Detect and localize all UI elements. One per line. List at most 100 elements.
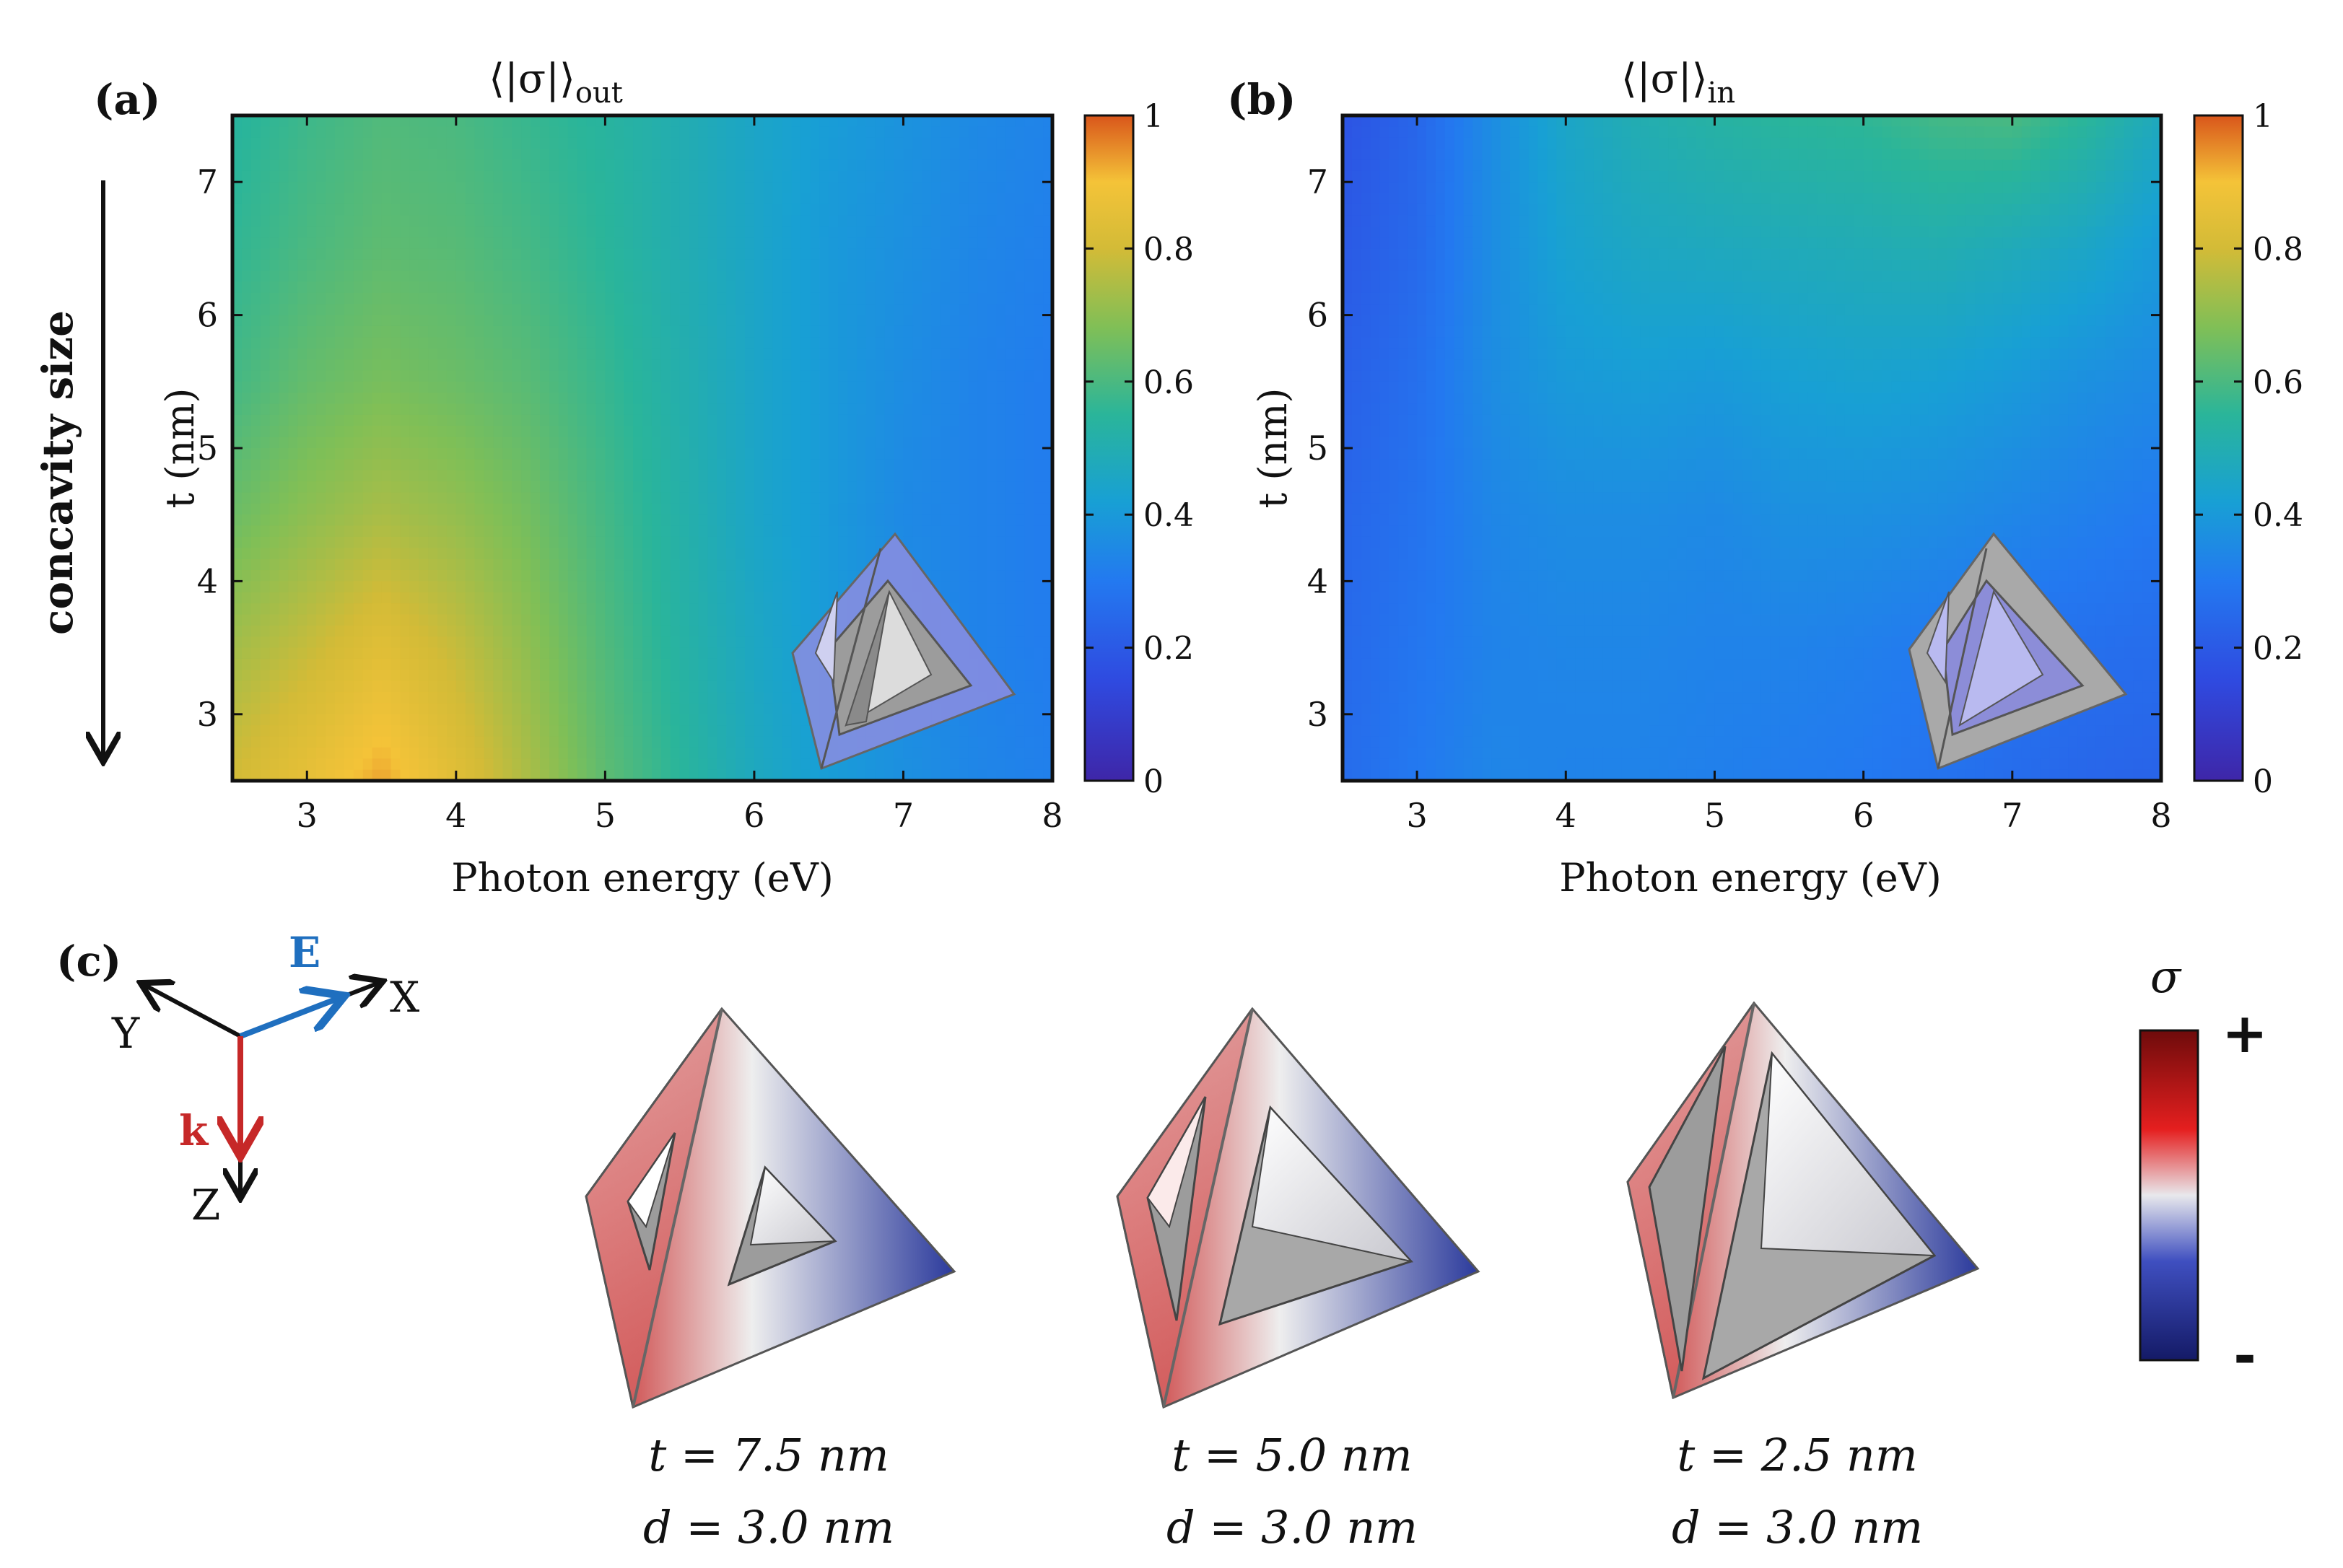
heatmap-cell xyxy=(838,115,848,128)
heatmap-cell xyxy=(996,237,1007,250)
heatmap-cell xyxy=(250,237,261,250)
heatmap-cell xyxy=(586,581,597,593)
heatmap-cell xyxy=(279,337,289,349)
heatmap-cell xyxy=(736,414,746,427)
heatmap-cell xyxy=(269,115,280,128)
heatmap-cell xyxy=(409,149,419,161)
heatmap-cell xyxy=(922,215,932,227)
heatmap-cell xyxy=(763,437,774,449)
heatmap-cell xyxy=(642,636,653,649)
heatmap-cell xyxy=(577,337,588,349)
heatmap-cell xyxy=(838,414,848,427)
heatmap-cell xyxy=(651,592,662,604)
heatmap-cell xyxy=(297,448,308,460)
heatmap-cell xyxy=(1005,193,1016,205)
heatmap-cell xyxy=(512,126,522,139)
heatmap-cell xyxy=(455,259,466,271)
heatmap-cell xyxy=(326,459,336,471)
heatmap-cell xyxy=(651,348,662,360)
heatmap-cell xyxy=(232,670,243,682)
heatmap-cell xyxy=(782,259,793,271)
heatmap-cell xyxy=(232,170,243,183)
heatmap-cell xyxy=(577,470,588,482)
heatmap-cell xyxy=(800,115,811,128)
heatmap-cell xyxy=(763,559,774,571)
heatmap-cell xyxy=(586,470,597,482)
heatmap-cell xyxy=(540,503,550,515)
heatmap-cell xyxy=(679,304,690,316)
heatmap-cell xyxy=(1034,703,1044,715)
heatmap-cell xyxy=(558,149,569,161)
heatmap-cell xyxy=(614,470,624,482)
heatmap-cell xyxy=(707,514,718,527)
heatmap-cell xyxy=(260,182,271,194)
heatmap-cell xyxy=(493,559,504,571)
heatmap-cell xyxy=(558,215,569,227)
heatmap-cell xyxy=(1034,203,1044,216)
heatmap-cell xyxy=(791,137,802,149)
heatmap-cell xyxy=(250,414,261,427)
heatmap-cell xyxy=(651,459,662,471)
heatmap-cell xyxy=(754,281,764,294)
heatmap-cell xyxy=(875,281,886,294)
heatmap-cell xyxy=(269,325,280,338)
heatmap-cell xyxy=(745,203,755,216)
heatmap-cell xyxy=(250,226,261,238)
heatmap-cell xyxy=(502,636,513,649)
heatmap-cell xyxy=(642,193,653,205)
heatmap-cell xyxy=(726,448,736,460)
heatmap-cell xyxy=(605,226,616,238)
heatmap-cell xyxy=(782,426,793,438)
heatmap-cell xyxy=(903,414,914,427)
heatmap-cell xyxy=(772,570,783,582)
heatmap-cell xyxy=(1005,448,1016,460)
heatmap-cell xyxy=(922,315,932,327)
heatmap-cell xyxy=(586,592,597,604)
heatmap-cell xyxy=(931,215,941,227)
heatmap-cell xyxy=(624,625,634,638)
heatmap-cell xyxy=(540,370,550,382)
heatmap-cell xyxy=(819,370,829,382)
heatmap-cell xyxy=(232,725,243,737)
heatmap-cell xyxy=(493,658,504,671)
heatmap-cell xyxy=(558,193,569,205)
heatmap-cell xyxy=(689,126,699,139)
heatmap-cell xyxy=(493,481,504,494)
heatmap-cell xyxy=(829,170,839,183)
heatmap-cell xyxy=(651,636,662,649)
heatmap-cell xyxy=(829,370,839,382)
heatmap-cell xyxy=(736,448,746,460)
heatmap-cell xyxy=(651,193,662,205)
heatmap-cell xyxy=(959,248,969,260)
heatmap-cell xyxy=(698,370,709,382)
heatmap-cell xyxy=(605,370,616,382)
heatmap-cell xyxy=(1034,315,1044,327)
heatmap-cell xyxy=(567,304,578,316)
heatmap-cell xyxy=(288,137,299,149)
heatmap-cell xyxy=(1024,304,1034,316)
heatmap-cell xyxy=(950,137,960,149)
heatmap-cell xyxy=(912,525,923,538)
heatmap-cell xyxy=(1043,403,1053,416)
heatmap-cell xyxy=(1005,614,1016,626)
heatmap-cell xyxy=(521,170,531,183)
heatmap-cell xyxy=(1024,271,1034,283)
heatmap-cell xyxy=(381,647,392,660)
heatmap-cell xyxy=(531,680,541,693)
heatmap-cell xyxy=(595,492,606,504)
heatmap-cell xyxy=(428,614,438,626)
heatmap-cell xyxy=(540,325,550,338)
heatmap-cell xyxy=(455,459,466,471)
heatmap-cell xyxy=(689,215,699,227)
heatmap-cell xyxy=(968,304,979,316)
heatmap-cell xyxy=(586,658,597,671)
heatmap-cell xyxy=(335,548,345,560)
heatmap-cell xyxy=(577,437,588,449)
heatmap-cell xyxy=(567,149,578,161)
heatmap-cell xyxy=(819,237,829,250)
heatmap-cell xyxy=(772,137,783,149)
heatmap-cell xyxy=(437,159,448,172)
heatmap-cell xyxy=(353,170,364,183)
heatmap-cell xyxy=(353,237,364,250)
heatmap-cell xyxy=(567,337,578,349)
